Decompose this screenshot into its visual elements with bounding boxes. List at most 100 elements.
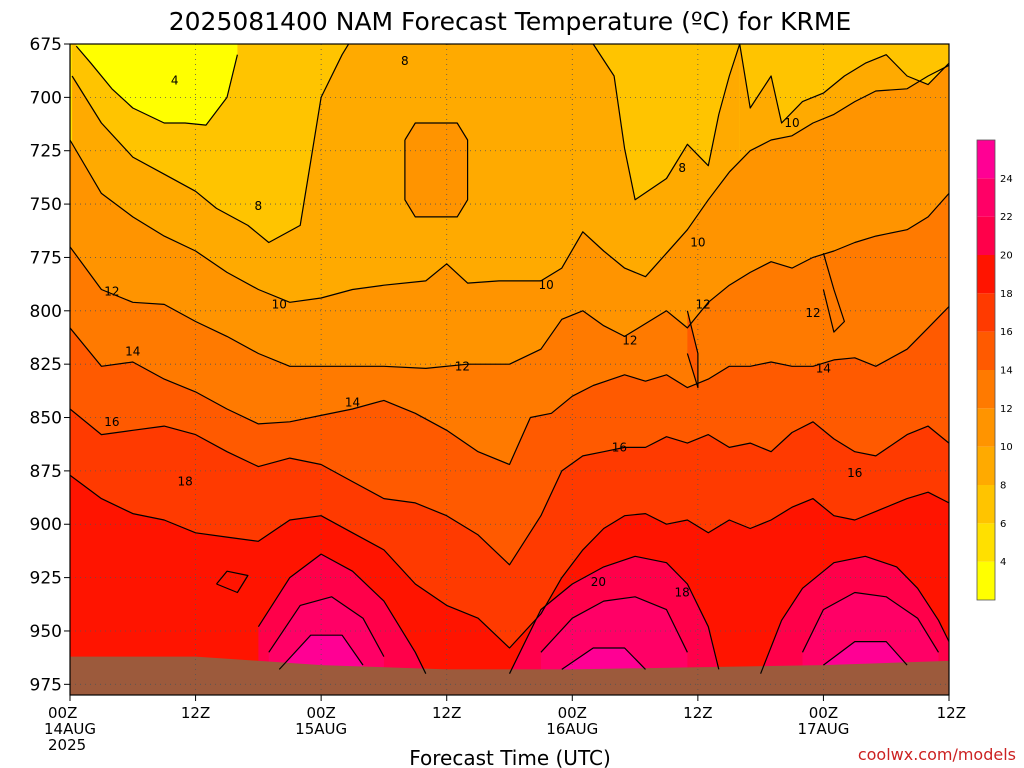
- top-cold-0: [76, 44, 238, 126]
- colorbar-label-16: 16: [1000, 327, 1013, 338]
- colorbar-label-4: 4: [1000, 557, 1006, 568]
- chart-title: 2025081400 NAM Forecast Temperature (ºC)…: [169, 7, 852, 36]
- contour-14-5: [70, 306, 949, 466]
- colorbar-frame: [976, 139, 996, 601]
- contour-24-15: [561, 647, 646, 670]
- contour-22-13: [801, 591, 940, 653]
- colorbar-swatch-4: [977, 408, 995, 447]
- contour-24-16: [823, 641, 908, 666]
- y-axis: 675 700 725 750 775 800 825 850 875 900 925 950 975: [30, 35, 70, 695]
- contour-4-0: [75, 45, 238, 126]
- ground-layer: [70, 656, 949, 695]
- colorbar-label-24: 24: [1000, 174, 1013, 185]
- colorbar-swatch-6: [977, 331, 995, 370]
- colorbar-swatch-7: [977, 293, 995, 332]
- plot-area: 4 8 8 8 10 10 10 10 12 12 12 12 12 14 14 14 16 16 16 18 18 20: [70, 44, 949, 695]
- contour-label-2: 8: [401, 54, 409, 68]
- ground-surface: [70, 656, 949, 695]
- contour-label-7: 10: [538, 278, 553, 292]
- xtick-label-84: 12Z: [937, 704, 966, 722]
- xtick-label-72: 00Z: [809, 704, 838, 722]
- ytick-label-750: 750: [30, 195, 62, 215]
- colorbar-swatch-1: [977, 523, 995, 562]
- ytick-label-950: 950: [30, 622, 62, 642]
- ytick-label-725: 725: [30, 142, 62, 162]
- ytick-label-800: 800: [30, 302, 62, 322]
- contour-12-18: [822, 253, 845, 333]
- colorbar-label-20: 20: [1000, 251, 1013, 262]
- contour-label-0: 4: [171, 73, 179, 87]
- top-cool-1: [739, 44, 949, 123]
- contour-20-8: [257, 553, 427, 674]
- contour-label-layer: 4 8 8 8 10 10 10 10 12 12 12 12 12 14 14 14 16 16 16 18 18 20: [104, 54, 862, 599]
- contour-label-15: 14: [816, 361, 831, 375]
- contour-9-17: [404, 122, 469, 218]
- x-axis-label: Forecast Time (UTC): [409, 746, 611, 768]
- colorbar-swatch-2: [977, 485, 995, 524]
- contour-label-10: 12: [622, 334, 637, 348]
- contour-label-12: 12: [805, 306, 820, 320]
- colorbar-swatch-9: [977, 216, 995, 255]
- contour-label-16: 16: [104, 415, 119, 429]
- colorbar-label-12: 12: [1000, 404, 1013, 415]
- contour-label-8: 12: [104, 285, 119, 299]
- colorbar-label-22: 22: [1000, 212, 1013, 223]
- xtick-label-12: 12Z: [181, 704, 210, 722]
- contour-label-17: 16: [612, 440, 627, 454]
- xtick-label-0: 00Z: [48, 704, 77, 722]
- contour-8-2: [739, 44, 949, 124]
- credit-text: coolwx.com/models: [858, 745, 1016, 764]
- colorbar-swatch-11: [977, 140, 995, 179]
- contour-16-6: [70, 408, 949, 566]
- xtick-date-0: 14AUG: [44, 720, 96, 738]
- contour-label-14: 14: [345, 396, 360, 410]
- xtick-label-36: 12Z: [432, 704, 461, 722]
- colorbar-swatch-0: [977, 561, 995, 600]
- colorbar: 4 6 8 10 12 14 16 18 20 22 24: [976, 139, 1013, 601]
- plot-frame: [69, 43, 950, 696]
- contour-label-20: 18: [675, 586, 690, 600]
- xtick-label-24: 00Z: [306, 704, 335, 722]
- ytick-label-675: 675: [30, 35, 62, 55]
- ytick-label-975: 975: [30, 675, 62, 695]
- ytick-label-775: 775: [30, 248, 62, 268]
- contour-label-3: 8: [678, 161, 686, 175]
- xtick-date-24: 15AUG: [295, 720, 347, 738]
- contour-24-14: [278, 634, 364, 670]
- contour-label-11: 12: [695, 297, 710, 311]
- band-above-14-1: [687, 310, 698, 695]
- contour-20-9: [508, 555, 720, 674]
- ytick-label-875: 875: [30, 462, 62, 482]
- contour-label-5: 10: [690, 236, 705, 250]
- contour-label-1: 8: [255, 199, 263, 213]
- band-above-18-1: [216, 571, 248, 695]
- colorbar-swatch-8: [977, 255, 995, 294]
- contour-label-4: 10: [784, 116, 799, 130]
- contour-label-9: 12: [455, 359, 470, 373]
- colorbar-swatch-5: [977, 370, 995, 409]
- contour-label-18: 16: [847, 466, 862, 480]
- ytick-label-925: 925: [30, 569, 62, 589]
- ytick-label-850: 850: [30, 409, 62, 429]
- warm-pocket-0: [404, 123, 468, 217]
- xtick-date-48: 16AUG: [546, 720, 598, 738]
- contour-14-19: [686, 310, 699, 389]
- contour-20-10: [760, 555, 949, 674]
- colorbar-label-6: 6: [1000, 519, 1006, 530]
- contour-label-19: 18: [177, 475, 192, 489]
- contour-22-12: [540, 596, 688, 653]
- colorbar-swatch-3: [977, 446, 995, 485]
- contour-18-20: [216, 570, 249, 594]
- colorbar-label-14: 14: [1000, 366, 1013, 377]
- colorbar-swatch-10: [977, 178, 995, 217]
- ytick-label-900: 900: [30, 515, 62, 535]
- top-cool-0: [72, 44, 740, 243]
- contour-layer: [70, 44, 949, 674]
- contour-22-11: [268, 596, 385, 657]
- contour-label-21: 20: [591, 575, 606, 589]
- contour-10-3: [70, 64, 949, 303]
- xtick-year-0: 2025: [48, 736, 86, 754]
- xtick-date-72: 17AUG: [797, 720, 849, 738]
